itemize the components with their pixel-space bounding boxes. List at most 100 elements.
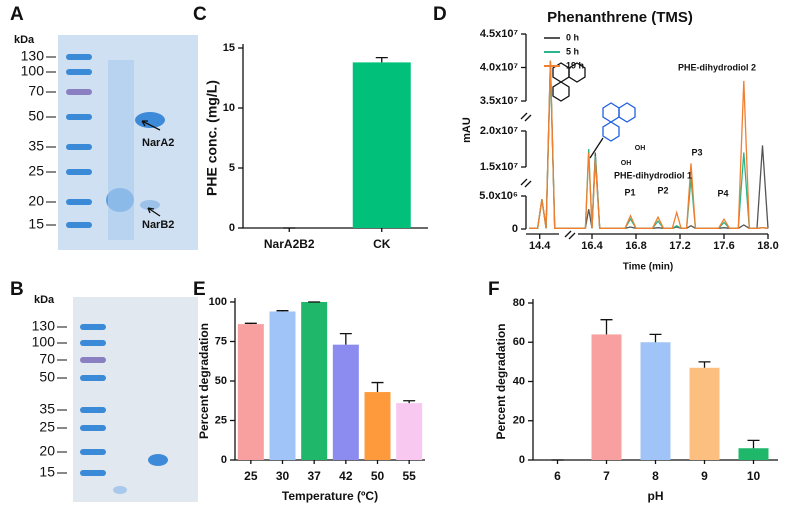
bar xyxy=(237,324,264,460)
bar xyxy=(689,367,720,460)
marker-band xyxy=(66,54,92,60)
panel-letter: B xyxy=(10,279,24,300)
x-tick-label: NarA2B2 xyxy=(264,237,315,251)
x-axis-label: Time (min) xyxy=(623,262,673,273)
marker-band xyxy=(66,199,92,205)
x-tick-label: 14.4 xyxy=(529,240,551,252)
error-bar xyxy=(375,56,388,63)
bar xyxy=(332,344,359,460)
y-tick-label: 4.5x10⁷ xyxy=(480,28,519,40)
legend-label: 0 h xyxy=(566,32,579,42)
marker-label: 15 xyxy=(28,216,44,232)
error-bar xyxy=(339,332,352,345)
annotation: PHE-dihydrodiol 2 xyxy=(678,62,756,72)
bar xyxy=(640,342,671,460)
marker-label: 35 xyxy=(39,401,55,417)
marker-label: 130 xyxy=(21,48,45,64)
bar xyxy=(364,392,391,460)
marker-band xyxy=(80,470,106,476)
y-axis-label: mAU xyxy=(461,117,473,143)
x-tick-label: 50 xyxy=(371,469,385,483)
bar xyxy=(591,334,622,460)
marker-band xyxy=(80,357,106,363)
marker-label: 50 xyxy=(39,369,55,385)
marker-band xyxy=(66,222,92,228)
y-tick-label: 15 xyxy=(223,42,235,54)
x-tick-label: 16.8 xyxy=(625,240,646,252)
axis-break xyxy=(520,178,532,188)
y-tick-label: 1.5x10⁷ xyxy=(480,161,519,173)
legend-label: 19 h xyxy=(566,60,584,70)
y-tick-label: 0 xyxy=(519,454,525,466)
y-tick-label: 4.0x10⁷ xyxy=(480,61,519,73)
panel-letter: D xyxy=(433,4,447,25)
marker-label: 20 xyxy=(28,193,44,209)
gel-band xyxy=(148,454,168,466)
x-tick-label: CK xyxy=(373,237,391,251)
x-tick-label: 42 xyxy=(339,469,353,483)
annotation: OH xyxy=(635,145,646,152)
error-bar xyxy=(600,319,613,335)
panel-letter: F xyxy=(488,279,500,300)
marker-band xyxy=(66,69,92,75)
annotation: P2 xyxy=(657,185,668,195)
x-tick-label: 18.0 xyxy=(757,240,778,252)
y-axis-label: Percent degradation xyxy=(494,323,508,439)
gel-unit: kDa xyxy=(34,294,55,306)
gel-unit: kDa xyxy=(14,34,35,46)
annotation: PHE-dihydrodiol 1 xyxy=(614,170,692,180)
axis-break xyxy=(564,230,576,240)
error-bar xyxy=(371,381,384,393)
x-tick-label: 17.6 xyxy=(713,240,734,252)
marker-label: 100 xyxy=(32,334,56,350)
x-tick-label: 55 xyxy=(402,469,416,483)
series-line xyxy=(529,67,769,229)
y-tick-label: 50 xyxy=(215,375,227,387)
marker-label: 70 xyxy=(39,351,55,367)
marker-band xyxy=(80,324,106,330)
y-tick-label: 20 xyxy=(513,415,525,427)
x-tick-label: 7 xyxy=(603,469,610,483)
marker-label: 20 xyxy=(39,443,55,459)
marker-label: 50 xyxy=(28,108,44,124)
y-tick-label: 5 xyxy=(229,162,235,174)
error-bar xyxy=(747,439,760,449)
bar xyxy=(352,62,411,229)
chart-title: Phenanthrene (TMS) xyxy=(547,9,693,26)
marker-label: 15 xyxy=(39,464,55,480)
annotation: P1 xyxy=(624,187,635,197)
y-axis-label: Percent degradation xyxy=(197,323,211,439)
marker-label: 100 xyxy=(21,63,45,79)
gel-annotation: NarA2 xyxy=(142,137,174,149)
marker-band xyxy=(66,89,92,95)
x-tick-label: 8 xyxy=(652,469,659,483)
molecule xyxy=(552,62,636,159)
y-tick-label: 80 xyxy=(513,297,525,309)
marker-band xyxy=(80,340,106,346)
bar xyxy=(738,448,769,460)
y-tick-label: 100 xyxy=(209,296,227,308)
y-tick-label: 5.0x10⁶ xyxy=(479,190,518,202)
annotation: P3 xyxy=(691,147,702,157)
y-tick-label: 60 xyxy=(513,336,525,348)
marker-label: 25 xyxy=(39,419,55,435)
arrow xyxy=(141,120,161,131)
marker-label: 130 xyxy=(32,318,56,334)
gel-band xyxy=(140,200,160,210)
x-axis-label: pH xyxy=(648,489,664,503)
x-tick-label: 25 xyxy=(244,469,258,483)
x-tick-label: 17.2 xyxy=(669,240,690,252)
marker-label: 25 xyxy=(28,163,44,179)
series-line xyxy=(529,60,769,229)
error-bar xyxy=(276,310,289,312)
error-bar xyxy=(244,322,257,325)
panel-letter: A xyxy=(10,4,24,25)
panel-letter: C xyxy=(193,4,207,25)
y-tick-label: 0 xyxy=(221,454,227,466)
y-tick-label: 10 xyxy=(223,102,235,114)
y-tick-label: 0 xyxy=(512,223,518,235)
bar xyxy=(269,311,296,460)
gel-lane xyxy=(108,60,134,240)
y-tick-label: 25 xyxy=(215,414,227,426)
